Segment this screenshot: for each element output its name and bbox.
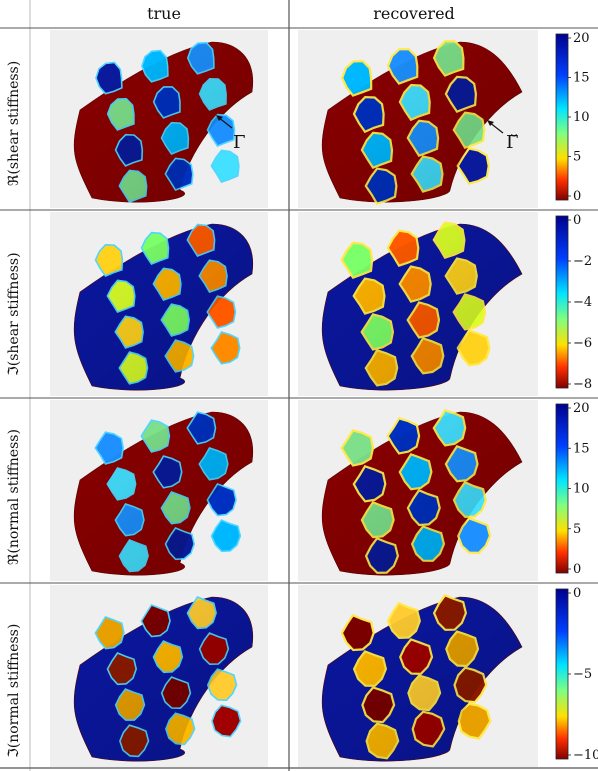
colorbar-tick-label: 15	[573, 441, 590, 456]
surface-shading	[74, 42, 253, 203]
gamma-breve-arrowhead	[487, 120, 494, 126]
surface-shading	[74, 224, 253, 391]
panel-r1-true	[50, 30, 268, 208]
stiffness-patch	[210, 331, 241, 365]
colorbar-r3: 20 15 10 5 0	[555, 401, 590, 577]
colorbar-tick-label: −10	[573, 748, 598, 763]
colorbar-r4: 0 −5 −10	[555, 586, 598, 763]
panel-r3-true	[50, 400, 268, 581]
colorbar-tick-label: 0	[573, 562, 581, 577]
colorbar-tick-label: 10	[573, 110, 590, 125]
colorbar-tick-label: 0	[573, 213, 581, 228]
colorbar-gradient	[555, 33, 569, 201]
panel-r2-true	[50, 212, 268, 396]
colorbar-r1: 20 15 10 5 0	[555, 31, 590, 204]
colorbar-tick-label: −8	[573, 377, 592, 392]
colorbar-tick-label: 0	[573, 189, 581, 204]
colorbar-tick-label: −4	[573, 295, 592, 310]
colorbar-tick-label: −2	[573, 254, 592, 269]
colorbar-tick-label: −5	[573, 667, 592, 682]
surface-shading	[74, 412, 253, 576]
colorbar-tick-label: 15	[573, 71, 590, 86]
colorbar-tick-label: 0	[573, 586, 581, 601]
gamma-breve-label: Γ̆	[506, 132, 519, 153]
surface-shading	[322, 412, 522, 576]
surface-shading	[322, 42, 522, 203]
column-header-recovered: recovered	[373, 4, 455, 23]
panel-r1-recovered	[298, 30, 538, 208]
panel-r4-true	[50, 585, 268, 767]
colorbar-tick-label: 5	[573, 522, 581, 537]
surface-shading	[322, 597, 522, 762]
stiffness-patch	[210, 149, 240, 183]
column-header-true: true	[147, 4, 181, 23]
gamma-label: Γ	[233, 132, 246, 153]
gamma-arrowhead	[216, 115, 223, 121]
colorbar-tick-label: 5	[573, 150, 581, 165]
colorbar-tick-label: 20	[573, 401, 590, 416]
panel-r2-recovered	[298, 212, 538, 396]
colorbar-tick-label: 10	[573, 482, 590, 497]
colorbar-tick-label: −6	[573, 336, 592, 351]
colorbar-tick-label: 20	[573, 31, 590, 46]
colorbar-gradient	[555, 588, 569, 760]
stiffness-patch	[211, 704, 242, 738]
colorbar-gradient	[555, 403, 569, 574]
panel-r3-recovered	[298, 400, 538, 581]
colorbar-gradient	[555, 215, 569, 389]
stiffness-patch	[210, 519, 242, 553]
surface-shading	[322, 224, 522, 391]
panel-r4-recovered	[298, 585, 538, 767]
surface-shading	[74, 597, 253, 762]
colorbar-r2: 0 −2 −4 −6 −8	[555, 213, 592, 392]
